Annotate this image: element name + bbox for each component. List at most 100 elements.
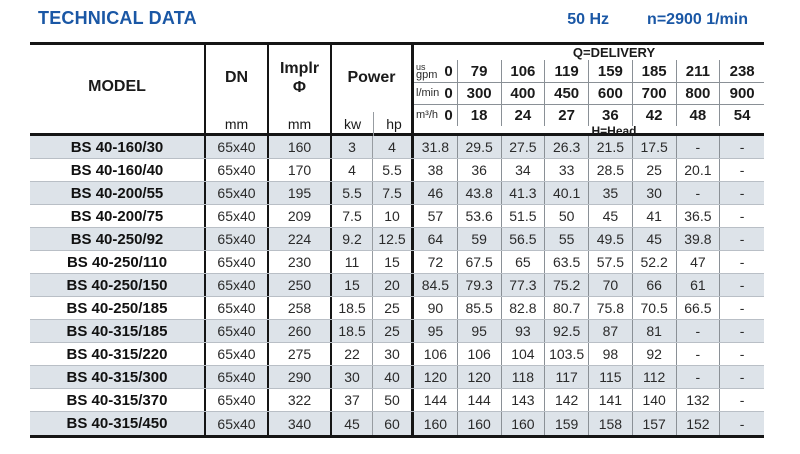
- hp-unit-label: hp: [373, 112, 414, 136]
- flow-value-cell: 18: [458, 105, 502, 126]
- flow-unit-label: m³/h: [416, 109, 438, 121]
- head-value-cell: -: [739, 277, 745, 293]
- table-row: BS 40-315/370 65x40 322 37 50 144 144 143 142 141…: [30, 389, 764, 412]
- head-value-cell: 115: [589, 366, 633, 388]
- kw-cell: 3: [332, 136, 373, 158]
- kw-cell: 18.5: [332, 320, 373, 342]
- dn-cell: 65x40: [206, 205, 269, 227]
- column-header-impeller: Implr Φ mm: [269, 45, 332, 136]
- head-value-cell: 57: [414, 205, 458, 227]
- head-value-cell: 98: [589, 343, 633, 365]
- impeller-label: Implr: [279, 60, 320, 78]
- model-cell: BS 40-250/185: [30, 297, 206, 319]
- head-value-cell: 41.3: [502, 182, 546, 204]
- head-value-cell: -: [677, 366, 721, 388]
- head-value-cell: 36: [458, 159, 502, 181]
- impeller-unit: mm: [287, 116, 312, 132]
- flow-value-cell: 36: [589, 105, 633, 126]
- table-row: BS 40-315/300 65x40 290 30 40 120 120 118 117 115…: [30, 366, 764, 389]
- table-row: BS 40-160/30 65x40 160 3 4 31.8 29.5 27.5 26.3 21…: [30, 136, 764, 159]
- table-row: BS 40-250/150 65x40 250 15 20 84.5 79.3 77.3 75.…: [30, 274, 764, 297]
- model-cell: BS 40-200/75: [30, 205, 206, 227]
- head-value-cell: 117: [545, 366, 589, 388]
- flow-value-cell: 42: [633, 105, 677, 126]
- flow-value-cell: 211: [677, 60, 721, 82]
- hp-cell: 5.5: [373, 159, 414, 181]
- head-value-cell: 36.5: [677, 205, 721, 227]
- head-value-cell: 28.5: [589, 159, 633, 181]
- head-value-cell: 43.8: [458, 182, 502, 204]
- dn-cell: 65x40: [206, 228, 269, 250]
- head-value-cell: -: [739, 162, 745, 178]
- head-value-cell: -: [739, 208, 745, 224]
- kw-cell: 7.5: [332, 205, 373, 227]
- head-value-cell: 84.5: [414, 274, 458, 296]
- head-value-cell: 157: [633, 412, 677, 435]
- kw-cell: 11: [332, 251, 373, 273]
- hp-cell: 30: [373, 343, 414, 365]
- head-value-cell: 72: [414, 251, 458, 273]
- hp-cell: 25: [373, 297, 414, 319]
- frequency-label: 50 Hz: [567, 11, 610, 28]
- table-row: BS 40-315/450 65x40 340 45 60 160 160 160 159 158…: [30, 412, 764, 435]
- table-row: BS 40-250/185 65x40 258 18.5 25 90 85.5 82.8 80.…: [30, 297, 764, 320]
- head-value-cell: 70: [589, 274, 633, 296]
- head-value-cell: -: [739, 415, 745, 432]
- impeller-cell: 275: [269, 343, 332, 365]
- flow-value-cell: 106: [502, 60, 546, 82]
- impeller-cell: 224: [269, 228, 332, 250]
- head-value-cell: 70.5: [633, 297, 677, 319]
- flow-value-cell: 600: [589, 83, 633, 104]
- flow-value-cell: 185: [633, 60, 677, 82]
- head-value-cell: 39.8: [677, 228, 721, 250]
- head-value-cell: 159: [545, 412, 589, 435]
- head-value-cell: 144: [458, 389, 502, 411]
- kw-cell: 9.2: [332, 228, 373, 250]
- technical-data-table: MODEL DN mm Implr Φ mm Power kw hp: [30, 42, 764, 438]
- flow-value-cell: 700: [633, 83, 677, 104]
- kw-cell: 37: [332, 389, 373, 411]
- flow-value-cell: 79: [458, 60, 502, 82]
- kw-cell: 18.5: [332, 297, 373, 319]
- head-value-cell: -: [677, 343, 721, 365]
- flow-value-cell: 800: [677, 83, 721, 104]
- table-row: BS 40-160/40 65x40 170 4 5.5 38 36 34 33 28.5 25 20…: [30, 159, 764, 182]
- head-value-cell: 95: [458, 320, 502, 342]
- hp-cell: 40: [373, 366, 414, 388]
- head-value-cell: 144: [414, 389, 458, 411]
- head-value-cell: 95: [414, 320, 458, 342]
- dn-unit: mm: [224, 116, 249, 132]
- head-value-cell: 67.5: [458, 251, 502, 273]
- head-value-cell: 92.5: [545, 320, 589, 342]
- flow-value: 0: [444, 85, 453, 102]
- head-value-cell: 93: [502, 320, 546, 342]
- head-value-cell: 120: [458, 366, 502, 388]
- flow-unit-label: us gpm: [416, 61, 438, 81]
- model-cell: BS 40-315/450: [30, 412, 206, 435]
- head-value-cell: 90: [414, 297, 458, 319]
- flow-value-cell: 24: [502, 105, 546, 126]
- head-value-cell: 64: [414, 228, 458, 250]
- model-cell: BS 40-250/92: [30, 228, 206, 250]
- model-cell: BS 40-315/370: [30, 389, 206, 411]
- head-value-cell: 35: [589, 182, 633, 204]
- head-value-cell: 31.8: [414, 136, 458, 158]
- flow-unit-cell: m³/h 0: [414, 105, 458, 126]
- impeller-cell: 170: [269, 159, 332, 181]
- flow-value-cell: 54: [733, 107, 751, 124]
- head-value-cell: -: [677, 320, 721, 342]
- head-value-cell: 92: [633, 343, 677, 365]
- head-value-cell: 160: [414, 412, 458, 435]
- head-value-cell: 25: [633, 159, 677, 181]
- page-title: TECHNICAL DATA: [38, 8, 197, 28]
- head-value-cell: 143: [502, 389, 546, 411]
- head-value-cell: 79.3: [458, 274, 502, 296]
- impeller-cell: 195: [269, 182, 332, 204]
- dn-cell: 65x40: [206, 274, 269, 296]
- head-value-cell: -: [739, 323, 745, 339]
- table-header: MODEL DN mm Implr Φ mm Power kw hp: [30, 45, 764, 137]
- delivery-unit-row: m³/h 0 18 24 27 36 42 48 54: [414, 104, 764, 126]
- hp-cell: 12.5: [373, 228, 414, 250]
- head-value-cell: 52.2: [633, 251, 677, 273]
